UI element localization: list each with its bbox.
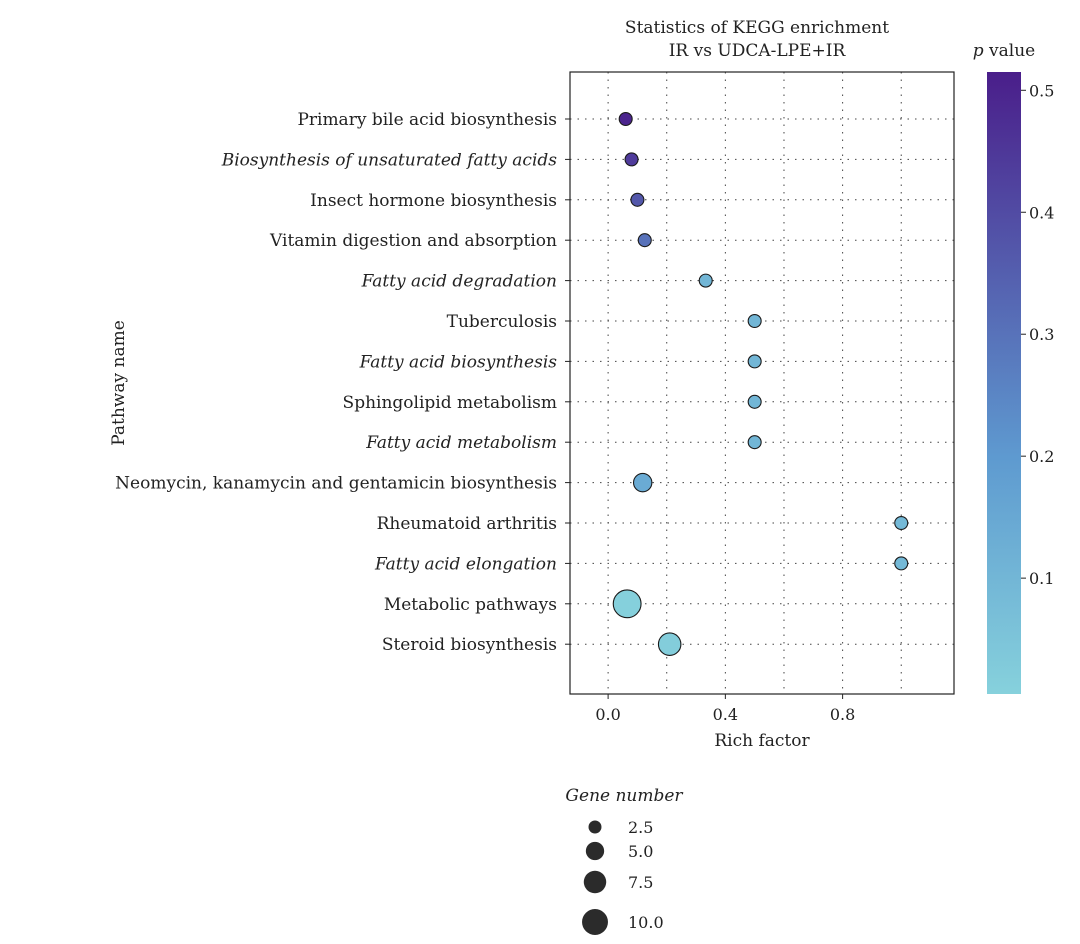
x-tick-label: 0.8 bbox=[830, 705, 855, 724]
chart-subtitle: IR vs UDCA-LPE+IR bbox=[669, 41, 847, 61]
data-point bbox=[747, 354, 762, 369]
size-legend-label: 7.5 bbox=[628, 873, 653, 892]
pathway-label: Primary bile acid biosynthesis bbox=[297, 110, 557, 130]
x-tick-label: 0.4 bbox=[713, 705, 738, 724]
color-tick-label: 0.2 bbox=[1029, 447, 1054, 466]
color-legend-title: p value bbox=[973, 41, 1035, 61]
chart-title: Statistics of KEGG enrichment bbox=[625, 18, 889, 38]
pathway-label: Biosynthesis of unsaturated fatty acids bbox=[221, 150, 558, 170]
pathway-label: Rheumatoid arthritis bbox=[377, 514, 557, 534]
color-legend-bar bbox=[987, 72, 1021, 694]
color-tick-label: 0.5 bbox=[1029, 81, 1054, 100]
data-point bbox=[747, 394, 762, 409]
data-point bbox=[747, 313, 762, 329]
size-legend-title: Gene number bbox=[565, 786, 683, 806]
pathway-label: Steroid biosynthesis bbox=[382, 635, 557, 655]
pathway-label: Neomycin, kanamycin and gentamicin biosy… bbox=[115, 474, 557, 494]
pathway-label: Tuberculosis bbox=[447, 312, 557, 332]
color-tick-label: 0.1 bbox=[1029, 569, 1054, 588]
size-legend-label: 5.0 bbox=[628, 842, 653, 861]
data-point bbox=[657, 632, 682, 656]
y-axis-label: Pathway name bbox=[109, 320, 129, 446]
data-point bbox=[747, 435, 762, 450]
size-legend-label: 2.5 bbox=[628, 818, 653, 837]
pathway-label: Fatty acid biosynthesis bbox=[359, 352, 558, 372]
data-point bbox=[632, 472, 653, 493]
color-tick-label: 0.4 bbox=[1029, 203, 1054, 222]
x-axis-ticks: 0.0 0.4 0.8 bbox=[595, 694, 855, 724]
pathway-label: Fatty acid degradation bbox=[361, 272, 557, 292]
pathway-label: Insect hormone biosynthesis bbox=[310, 191, 557, 211]
data-point bbox=[612, 589, 642, 619]
color-legend-ticks: 0.5 0.4 0.3 0.2 0.1 bbox=[1021, 81, 1054, 588]
pathway-labels: Primary bile acid biosynthesis Biosynthes… bbox=[115, 110, 570, 655]
size-legend-label: 10.0 bbox=[628, 913, 664, 932]
grid bbox=[570, 72, 954, 694]
size-legend-circle bbox=[583, 870, 607, 894]
data-point bbox=[894, 556, 909, 571]
size-legend-circle bbox=[585, 841, 605, 861]
data-point bbox=[624, 152, 639, 167]
size-legend-circle bbox=[582, 909, 608, 935]
data-point bbox=[894, 515, 909, 531]
data-point bbox=[618, 111, 633, 127]
size-legend: 2.5 5.0 7.5 10.0 bbox=[582, 818, 664, 935]
x-tick-label: 0.0 bbox=[595, 705, 620, 724]
pathway-label: Vitamin digestion and absorption bbox=[269, 231, 557, 251]
pathway-label: Metabolic pathways bbox=[384, 595, 557, 615]
size-legend-circle bbox=[588, 820, 602, 834]
data-point bbox=[637, 233, 652, 248]
color-tick-label: 0.3 bbox=[1029, 325, 1054, 344]
x-axis-label: Rich factor bbox=[714, 731, 810, 751]
plot-frame bbox=[569, 71, 955, 695]
pathway-label: Sphingolipid metabolism bbox=[343, 393, 557, 413]
data-points bbox=[612, 111, 909, 656]
data-point bbox=[698, 273, 713, 288]
data-point bbox=[630, 192, 645, 207]
pathway-label: Fatty acid elongation bbox=[374, 554, 557, 574]
pathway-label: Fatty acid metabolism bbox=[365, 433, 557, 453]
